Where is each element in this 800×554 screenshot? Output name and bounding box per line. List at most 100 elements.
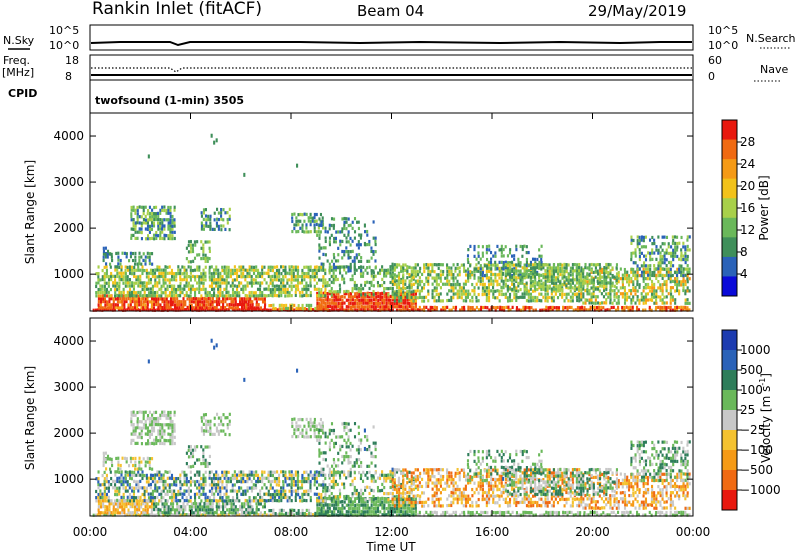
velocity-cell — [291, 508, 294, 512]
power-cell — [406, 269, 409, 273]
power-cell — [137, 268, 140, 272]
power-cell — [431, 276, 434, 280]
power-cell — [385, 301, 388, 306]
power-cell — [150, 252, 154, 256]
power-cell — [252, 294, 255, 298]
power-cell — [303, 265, 306, 269]
velocity-cell — [320, 509, 323, 514]
power-cell — [562, 308, 565, 312]
power-cell — [682, 254, 685, 258]
power-cell — [321, 219, 324, 223]
velocity-cell — [238, 507, 242, 512]
power-cell — [317, 268, 320, 273]
power-cell — [191, 268, 195, 273]
velocity-cell — [109, 513, 112, 517]
power-cell — [586, 266, 589, 270]
velocity-cell — [360, 500, 363, 504]
velocity-cell — [322, 496, 325, 500]
power-cell — [659, 258, 662, 262]
power-cell — [136, 205, 139, 210]
power-cell — [466, 273, 470, 277]
power-cell — [613, 289, 616, 293]
power-cell — [149, 271, 153, 276]
power-cell — [460, 296, 463, 300]
power-cell — [145, 294, 148, 298]
power-cell — [489, 250, 493, 255]
power-cell — [248, 294, 251, 298]
power-cell — [261, 281, 264, 285]
velocity-cell — [243, 510, 246, 515]
velocity-cell — [364, 500, 367, 504]
power-cell — [528, 273, 531, 278]
velocity-cell — [288, 513, 291, 517]
power-cell — [494, 267, 497, 271]
power-cell — [170, 268, 174, 273]
power-cell — [303, 278, 306, 282]
power-cell — [494, 264, 497, 268]
velocity-cell — [112, 510, 115, 515]
power-cell — [671, 235, 674, 239]
velocity-cell — [324, 510, 327, 514]
power-cell — [351, 226, 354, 230]
power-cell — [333, 236, 336, 241]
power-cell — [441, 272, 445, 277]
power-cell — [135, 291, 138, 295]
power-cell — [104, 299, 107, 304]
power-cell — [165, 305, 168, 310]
velocity-cell — [289, 511, 292, 516]
power-cell — [659, 286, 662, 290]
power-cell — [659, 267, 662, 271]
power-cell — [650, 292, 654, 296]
power-cell — [469, 264, 472, 268]
velocity-cell — [118, 476, 121, 480]
power-cell — [193, 287, 197, 292]
power-cell — [387, 271, 390, 275]
power-cell — [557, 284, 560, 288]
power-cell — [370, 298, 373, 302]
velocity-cell — [503, 513, 506, 517]
power-cell — [368, 304, 371, 309]
power-cell — [669, 295, 672, 299]
power-cell — [477, 254, 480, 258]
velocity-cell — [677, 510, 681, 515]
power-cell — [450, 276, 453, 280]
velocity-cell — [248, 513, 251, 517]
power-cell — [353, 230, 357, 234]
power-cell — [299, 281, 302, 285]
power-cell — [471, 305, 474, 310]
power-cell — [646, 277, 649, 281]
power-cell — [331, 305, 334, 309]
power-cell — [480, 305, 483, 310]
power-cell — [307, 268, 310, 272]
velocity-cell — [354, 503, 357, 507]
power-cell — [624, 277, 627, 281]
power-cell — [481, 283, 485, 287]
power-cell — [682, 305, 685, 310]
power-cell — [680, 283, 683, 287]
power-cell — [569, 295, 572, 299]
velocity-cell — [406, 503, 409, 507]
power-cell — [629, 305, 632, 309]
power-cell — [414, 272, 417, 276]
velocity-cell — [126, 489, 129, 493]
power-cell — [107, 290, 110, 294]
power-cell — [101, 294, 105, 298]
power-cell — [370, 269, 373, 273]
power-cell — [686, 244, 689, 249]
power-cell — [164, 281, 167, 285]
power-cell — [483, 285, 486, 290]
power-cell — [324, 290, 327, 295]
power-cell — [339, 305, 342, 309]
power-cell — [565, 284, 568, 288]
power-cell — [630, 254, 633, 259]
power-cell — [326, 304, 330, 309]
power-cell — [659, 254, 662, 259]
velocity-cell — [473, 513, 476, 517]
power-cell — [166, 287, 169, 292]
power-cell — [471, 270, 474, 275]
power-cell — [494, 276, 497, 280]
power-cell — [362, 298, 365, 302]
power-cell — [406, 305, 409, 309]
power-cell — [124, 265, 127, 269]
power-cell — [580, 292, 583, 296]
